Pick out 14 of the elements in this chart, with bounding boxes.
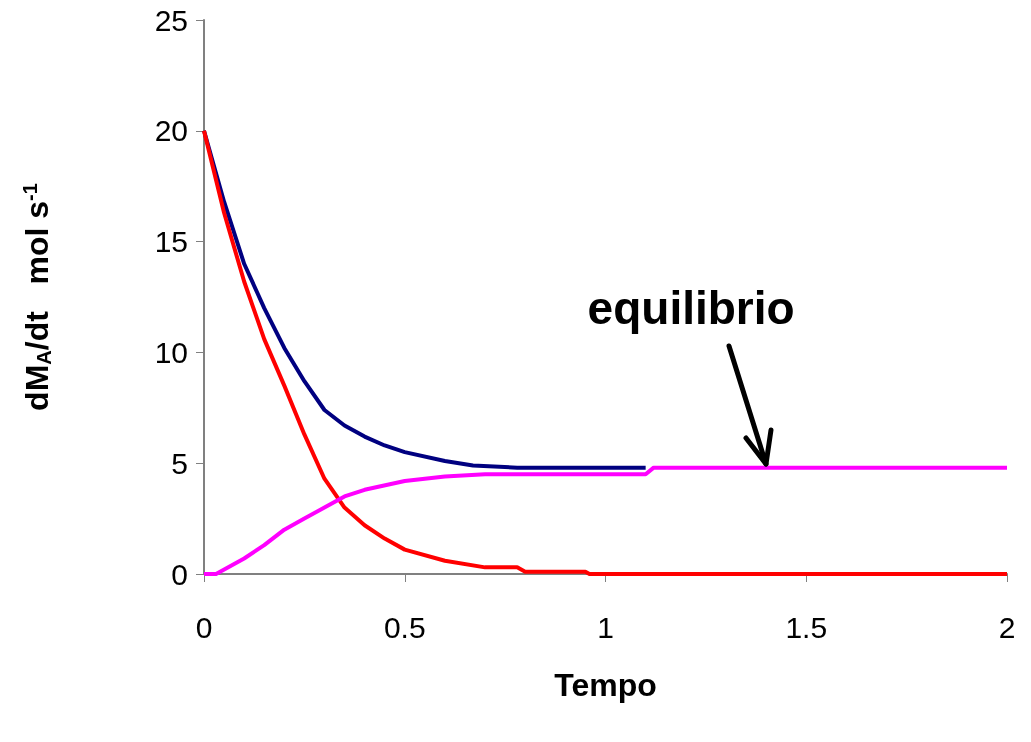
- y-tick-label: 25: [154, 3, 188, 37]
- y-tick-label: 10: [154, 335, 188, 369]
- y-tick-label: 5: [171, 446, 188, 480]
- y-axis-title: dMA/dt mol s-1: [19, 183, 55, 411]
- x-tick-label: 0.5: [383, 610, 426, 644]
- y-tick-label: 0: [171, 557, 188, 591]
- y-tick-label: 15: [154, 225, 188, 259]
- annotation: equilibrio: [587, 281, 795, 334]
- x-axis-title: Tempo: [554, 667, 657, 703]
- y-tick-label: 20: [154, 114, 188, 148]
- x-tick-label: 2: [998, 610, 1016, 644]
- x-tick-label: 0: [195, 610, 213, 644]
- x-tick-label: 1.5: [785, 610, 828, 644]
- x-tick-label: 1: [597, 610, 614, 644]
